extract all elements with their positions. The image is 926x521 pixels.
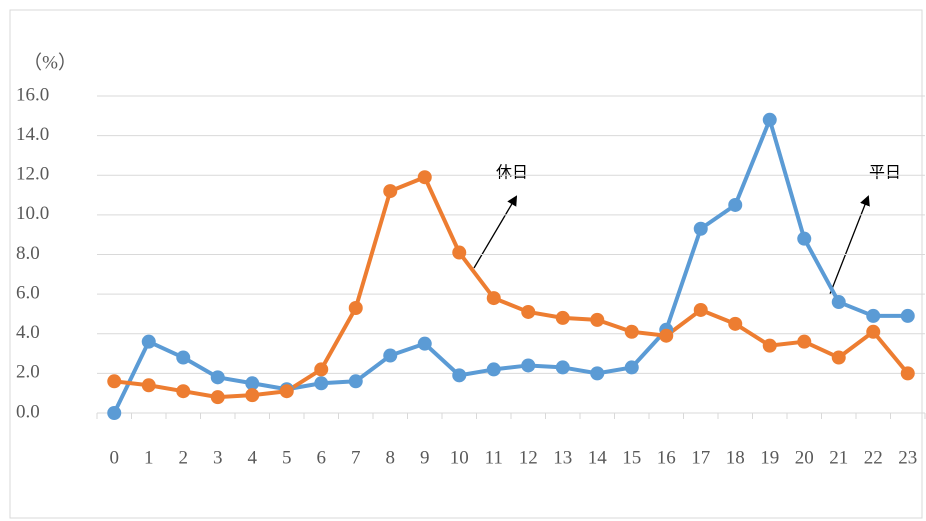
data-point (521, 358, 536, 373)
data-point (728, 197, 743, 212)
data-point (383, 184, 398, 199)
data-point (107, 406, 122, 420)
data-point (866, 324, 881, 339)
data-point (348, 374, 363, 389)
data-point (797, 334, 812, 349)
data-point (245, 388, 260, 403)
data-point (900, 366, 915, 381)
data-point (279, 384, 294, 399)
data-point (797, 231, 812, 246)
data-point (590, 366, 605, 381)
data-point (555, 310, 570, 325)
data-point (314, 376, 329, 391)
y-tick-label: 14.0 (16, 124, 49, 145)
y-tick-label: 12.0 (16, 164, 49, 185)
data-point (210, 390, 225, 405)
data-point (486, 291, 501, 306)
x-tick-label: 9 (420, 447, 430, 468)
x-tick-label: 18 (726, 447, 745, 468)
data-point (417, 170, 432, 185)
y-tick-label: 8.0 (16, 243, 40, 264)
x-tick-label: 19 (760, 447, 779, 468)
x-tick-label: 11 (485, 447, 503, 468)
x-tick-label: 7 (351, 447, 361, 468)
data-point (762, 338, 777, 353)
x-tick-label: 23 (898, 447, 917, 468)
data-point (107, 374, 122, 389)
annotation: 休日 (496, 163, 528, 182)
y-tick-label: 4.0 (16, 322, 40, 343)
data-point (348, 300, 363, 315)
data-point (659, 328, 674, 343)
data-point (521, 304, 536, 319)
data-point (624, 324, 639, 339)
data-point (486, 362, 501, 377)
data-point (417, 336, 432, 351)
data-point (383, 348, 398, 363)
series-line (114, 175, 910, 400)
x-tick-label: 15 (622, 447, 641, 468)
data-point (141, 334, 156, 349)
data-point (141, 378, 156, 393)
x-tick-label: 2 (179, 447, 189, 468)
data-point (590, 312, 605, 327)
data-point (900, 308, 915, 323)
data-point (831, 350, 846, 365)
x-tick-label: 1 (144, 447, 154, 468)
annotation-arrow (829, 195, 870, 295)
y-tick-label: 6.0 (16, 282, 40, 303)
data-point (831, 295, 846, 310)
data-point (728, 316, 743, 331)
data-point (693, 302, 708, 317)
x-tick-label: 6 (317, 447, 327, 468)
x-tick-label: 0 (110, 447, 120, 468)
x-tick-label: 21 (829, 447, 848, 468)
x-tick-label: 5 (282, 447, 292, 468)
data-point (176, 384, 191, 399)
data-point (176, 350, 191, 365)
chart-border (9, 9, 923, 519)
data-point (452, 245, 467, 260)
data-point (866, 308, 881, 323)
y-axis-label: （%） (23, 51, 77, 73)
annotation: 平日 (869, 163, 901, 182)
x-tick-label: 3 (213, 447, 223, 468)
x-tick-label: 16 (657, 447, 676, 468)
x-tick-label: 8 (386, 447, 396, 468)
data-point (555, 360, 570, 375)
annotation-arrow (473, 195, 518, 269)
x-tick-label: 13 (553, 447, 572, 468)
data-point (452, 368, 467, 383)
x-tick-label: 10 (450, 447, 469, 468)
y-tick-label: 16.0 (16, 84, 49, 105)
x-tick-label: 22 (864, 447, 883, 468)
data-point (210, 370, 225, 385)
x-tick-label: 20 (795, 447, 814, 468)
data-point (693, 221, 708, 236)
x-tick-label: 12 (519, 447, 538, 468)
x-tick-label: 17 (691, 447, 710, 468)
y-tick-label: 2.0 (16, 362, 40, 383)
data-point (624, 360, 639, 375)
data-point (245, 376, 260, 391)
x-tick-label: 4 (248, 447, 258, 468)
y-tick-label: 0.0 (16, 401, 40, 422)
data-point (314, 362, 329, 377)
x-tick-label: 14 (588, 447, 608, 468)
y-tick-label: 10.0 (16, 203, 49, 224)
data-point (762, 112, 777, 127)
